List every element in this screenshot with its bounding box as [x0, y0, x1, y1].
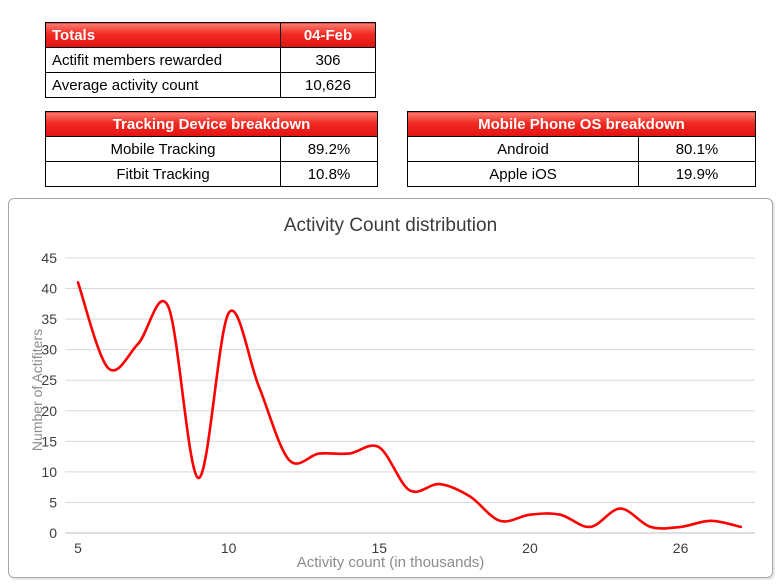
- y-tick-label: 20: [41, 403, 57, 419]
- tracking-header: Tracking Device breakdown: [45, 111, 378, 137]
- totals-row-value: 306: [280, 47, 376, 73]
- y-tick-label: 5: [49, 494, 57, 510]
- table-row: Apple iOS 19.9%: [407, 161, 756, 187]
- tracking-device-table: Tracking Device breakdown Mobile Trackin…: [45, 111, 378, 187]
- activity-distribution-chart: 0 5 10 15 20 25 30 35 40 45 5 10 15 20 26 Activity Cou…: [8, 198, 773, 578]
- mobile-os-table: Mobile Phone OS breakdown Android 80.1% …: [407, 111, 756, 187]
- x-tick-label: 26: [673, 540, 689, 556]
- os-row-label: Android: [407, 136, 639, 162]
- y-tick-label: 35: [41, 311, 57, 327]
- totals-row-value: 10,626: [280, 72, 376, 98]
- tracking-row-label: Mobile Tracking: [45, 136, 281, 162]
- table-row: Mobile Tracking 89.2%: [45, 136, 378, 162]
- x-tick-label: 20: [522, 540, 538, 556]
- y-tick-label: 30: [41, 342, 57, 358]
- x-tick-label: 15: [372, 540, 388, 556]
- table-row: Actifit members rewarded 306: [45, 47, 376, 73]
- os-row-label: Apple iOS: [407, 161, 639, 187]
- y-axis-title: Number of Actifiters: [29, 328, 45, 452]
- os-header: Mobile Phone OS breakdown: [407, 111, 756, 137]
- totals-row-label: Average activity count: [45, 72, 281, 98]
- x-tick-label: 5: [74, 540, 82, 556]
- table-row: Fitbit Tracking 10.8%: [45, 161, 378, 187]
- y-tick-label: 10: [41, 464, 57, 480]
- os-row-value: 80.1%: [638, 136, 756, 162]
- totals-header-date: 04-Feb: [280, 22, 376, 48]
- x-axis-title: Activity count (in thousands): [296, 554, 485, 571]
- y-tick-label: 25: [41, 372, 57, 388]
- tracking-row-label: Fitbit Tracking: [45, 161, 281, 187]
- chart-title: Activity Count distribution: [283, 215, 498, 236]
- totals-row-label: Actifit members rewarded: [45, 47, 281, 73]
- tracking-row-value: 10.8%: [280, 161, 378, 187]
- y-tick-label: 15: [41, 433, 57, 449]
- y-tick-label: 0: [49, 525, 57, 541]
- line-plot: 0 5 10 15 20 25 30 35 40 45 5 10 15 20 26: [41, 250, 755, 556]
- x-tick-label: 10: [221, 540, 237, 556]
- table-row: Average activity count 10,626: [45, 72, 376, 98]
- totals-table: Totals 04-Feb Actifit members rewarded 3…: [45, 22, 376, 98]
- table-row: Android 80.1%: [407, 136, 756, 162]
- os-row-value: 19.9%: [638, 161, 756, 187]
- y-tick-label: 45: [41, 250, 57, 266]
- totals-header-label: Totals: [45, 22, 281, 48]
- activity-count-line: [76, 281, 743, 530]
- y-tick-label: 40: [41, 281, 57, 297]
- tracking-row-value: 89.2%: [280, 136, 378, 162]
